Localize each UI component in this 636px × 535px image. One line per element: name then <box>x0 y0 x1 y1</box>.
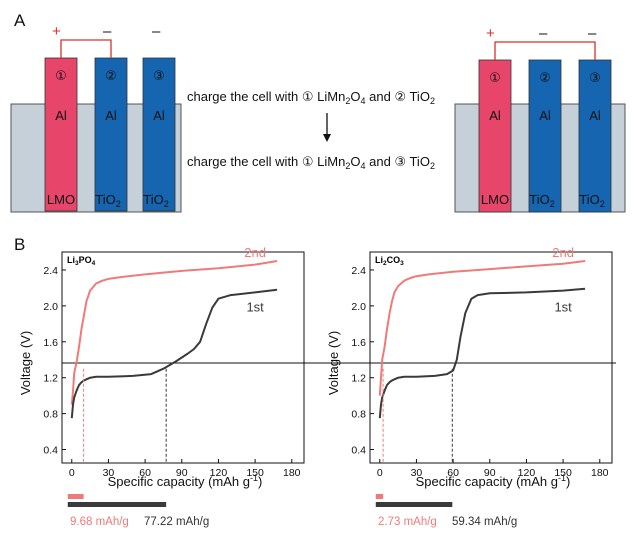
circled-2-left: ② <box>105 68 117 83</box>
tio2-label-2-right: TiO2 <box>529 192 554 209</box>
x-tick-label-right-2: 60 <box>447 467 459 479</box>
series-label-2nd-left: 2nd <box>244 245 266 260</box>
series-2nd-line-left <box>70 260 278 405</box>
capacity-label-0-right: 2.73 mAh/g <box>378 516 437 528</box>
x-tick-label-right-4: 120 <box>518 467 536 479</box>
x-tick-label-right-1: 30 <box>411 467 423 479</box>
capacity-bar-0-right <box>375 494 384 499</box>
x-ticks-left: 0 30 60 90 120 150 180 <box>69 459 301 479</box>
x-tick-label-right-5: 150 <box>554 467 572 479</box>
y-tick-label-left-5: 2.4 <box>43 265 58 277</box>
panel-a-label: A <box>14 11 26 30</box>
curves-right: 2nd 1st 2.73 mAh/g 59.34 mAh/g <box>375 245 586 528</box>
right-cell: + – – ① ② ③ Al Al Al LMO TiO2 TiO2 <box>454 25 626 213</box>
electrode-tio2-2-right <box>528 59 562 213</box>
capacity-label-0-left: 9.68 mAh/g <box>70 516 129 528</box>
y-axis-title-left: Voltage (V) <box>18 331 33 395</box>
y-tick-label-right-5: 2.4 <box>351 265 366 277</box>
y-tick-label-right-1: 0.8 <box>351 409 366 421</box>
minus-sign-right-3: – <box>588 25 597 42</box>
plot-title-left: Li3PO4 <box>67 255 96 267</box>
y-tick-label-left-4: 2.0 <box>43 301 58 313</box>
capacity-label-1-left: 77.22 mAh/g <box>144 516 209 528</box>
x-ticks-right: 0 30 60 90 120 150 180 <box>377 459 609 479</box>
electrode-lmo-left <box>44 57 78 212</box>
wire-left <box>60 39 112 58</box>
y-tick-label-right-3: 1.6 <box>351 337 366 349</box>
tio2-label-3-right: TiO2 <box>579 192 604 209</box>
x-tick-label-right-0: 0 <box>377 467 383 479</box>
x-tick-label-left-2: 60 <box>139 467 151 479</box>
tio2-label-2-left: TiO2 <box>95 192 120 209</box>
y-ticks-left: 0.4 0.8 1.2 1.6 2.0 2.4 <box>43 265 66 457</box>
plus-sign-right: + <box>486 25 495 42</box>
plot-frame-left <box>61 251 305 464</box>
x-tick-label-left-3: 90 <box>176 467 188 479</box>
x-tick-label-right-3: 90 <box>484 467 496 479</box>
minus-sign-left-2: – <box>103 23 112 40</box>
capacity-bar-0-left <box>67 494 84 499</box>
y-axis-title-right: Voltage (V) <box>326 331 341 395</box>
al-label-3-right: Al <box>589 108 601 123</box>
electrode-tio2-3-right <box>578 59 612 213</box>
charge-text-1: charge the cell with ① LiMn2O4 and ② TiO… <box>187 89 435 106</box>
x-tick-label-left-1: 30 <box>103 467 115 479</box>
lmo-label-right: LMO <box>481 192 509 207</box>
y-tick-label-left-2: 1.2 <box>43 373 58 385</box>
x-axis-title-left: Specific capacity (mAh g-1) <box>108 473 263 489</box>
series-1st-line-left <box>70 288 278 419</box>
minus-sign-left-3: – <box>152 23 161 40</box>
al-label-1-right: Al <box>489 108 501 123</box>
capacity-bar-1-left <box>67 502 167 507</box>
series-label-1st-right: 1st <box>554 300 572 315</box>
circled-3-left: ③ <box>153 68 165 83</box>
series-label-2nd-right: 2nd <box>552 245 574 260</box>
x-tick-label-left-6: 180 <box>283 467 301 479</box>
plus-sign-left: + <box>52 23 61 40</box>
panel-b-label: B <box>14 235 25 254</box>
al-label-2-right: Al <box>539 108 551 123</box>
electrode-tio2-3-left <box>142 57 176 212</box>
charge-text-2: charge the cell with ① LiMn2O4 and ③ TiO… <box>187 154 435 171</box>
series-2nd-line-right <box>378 260 586 396</box>
y-tick-label-right-4: 2.0 <box>351 301 366 313</box>
al-label-2-left: Al <box>105 108 117 123</box>
series-1st-line-right <box>378 287 586 419</box>
y-tick-label-left-1: 0.8 <box>43 409 58 421</box>
plot-frame-right <box>369 251 613 464</box>
al-label-3-left: Al <box>153 108 165 123</box>
lmo-label-left: LMO <box>47 192 75 207</box>
tio2-label-3-left: TiO2 <box>143 192 168 209</box>
plot-title-right: Li2CO3 <box>375 255 404 267</box>
x-tick-label-left-4: 120 <box>210 467 228 479</box>
y-tick-label-left-0: 0.4 <box>43 445 58 457</box>
x-tick-label-left-0: 0 <box>69 467 75 479</box>
y-ticks-right: 0.4 0.8 1.2 1.6 2.0 2.4 <box>351 265 374 457</box>
y-tick-label-right-0: 0.4 <box>351 445 366 457</box>
left-cell: + – – ① ② ③ Al Al Al LMO TiO2 TiO2 <box>10 23 182 213</box>
series-label-1st-left: 1st <box>246 300 264 315</box>
capacity-bar-1-right <box>375 502 453 507</box>
x-tick-label-left-5: 150 <box>246 467 264 479</box>
y-tick-label-left-3: 1.6 <box>43 337 58 349</box>
plot-li2co3: Li2CO3 Voltage (V) Specific capacity (mA… <box>326 245 613 528</box>
circled-1-left: ① <box>55 68 67 83</box>
capacity-label-1-right: 59.34 mAh/g <box>452 516 517 528</box>
circled-1-right: ① <box>489 70 501 85</box>
minus-sign-right-2: – <box>539 25 548 42</box>
down-arrow-head <box>323 134 331 142</box>
plot-li3po4: Li3PO4 Voltage (V) Specific capacity (mA… <box>18 245 305 528</box>
circled-3-right: ③ <box>589 70 601 85</box>
x-axis-title-right: Specific capacity (mAh g-1) <box>416 473 571 489</box>
curves-left: 2nd 1st 9.68 mAh/g 77.22 mAh/g <box>67 245 278 528</box>
y-tick-label-right-2: 1.2 <box>351 373 366 385</box>
x-tick-label-right-6: 180 <box>591 467 609 479</box>
wire-right <box>494 41 596 60</box>
circled-2-right: ② <box>539 70 551 85</box>
al-label-1-left: Al <box>55 108 67 123</box>
